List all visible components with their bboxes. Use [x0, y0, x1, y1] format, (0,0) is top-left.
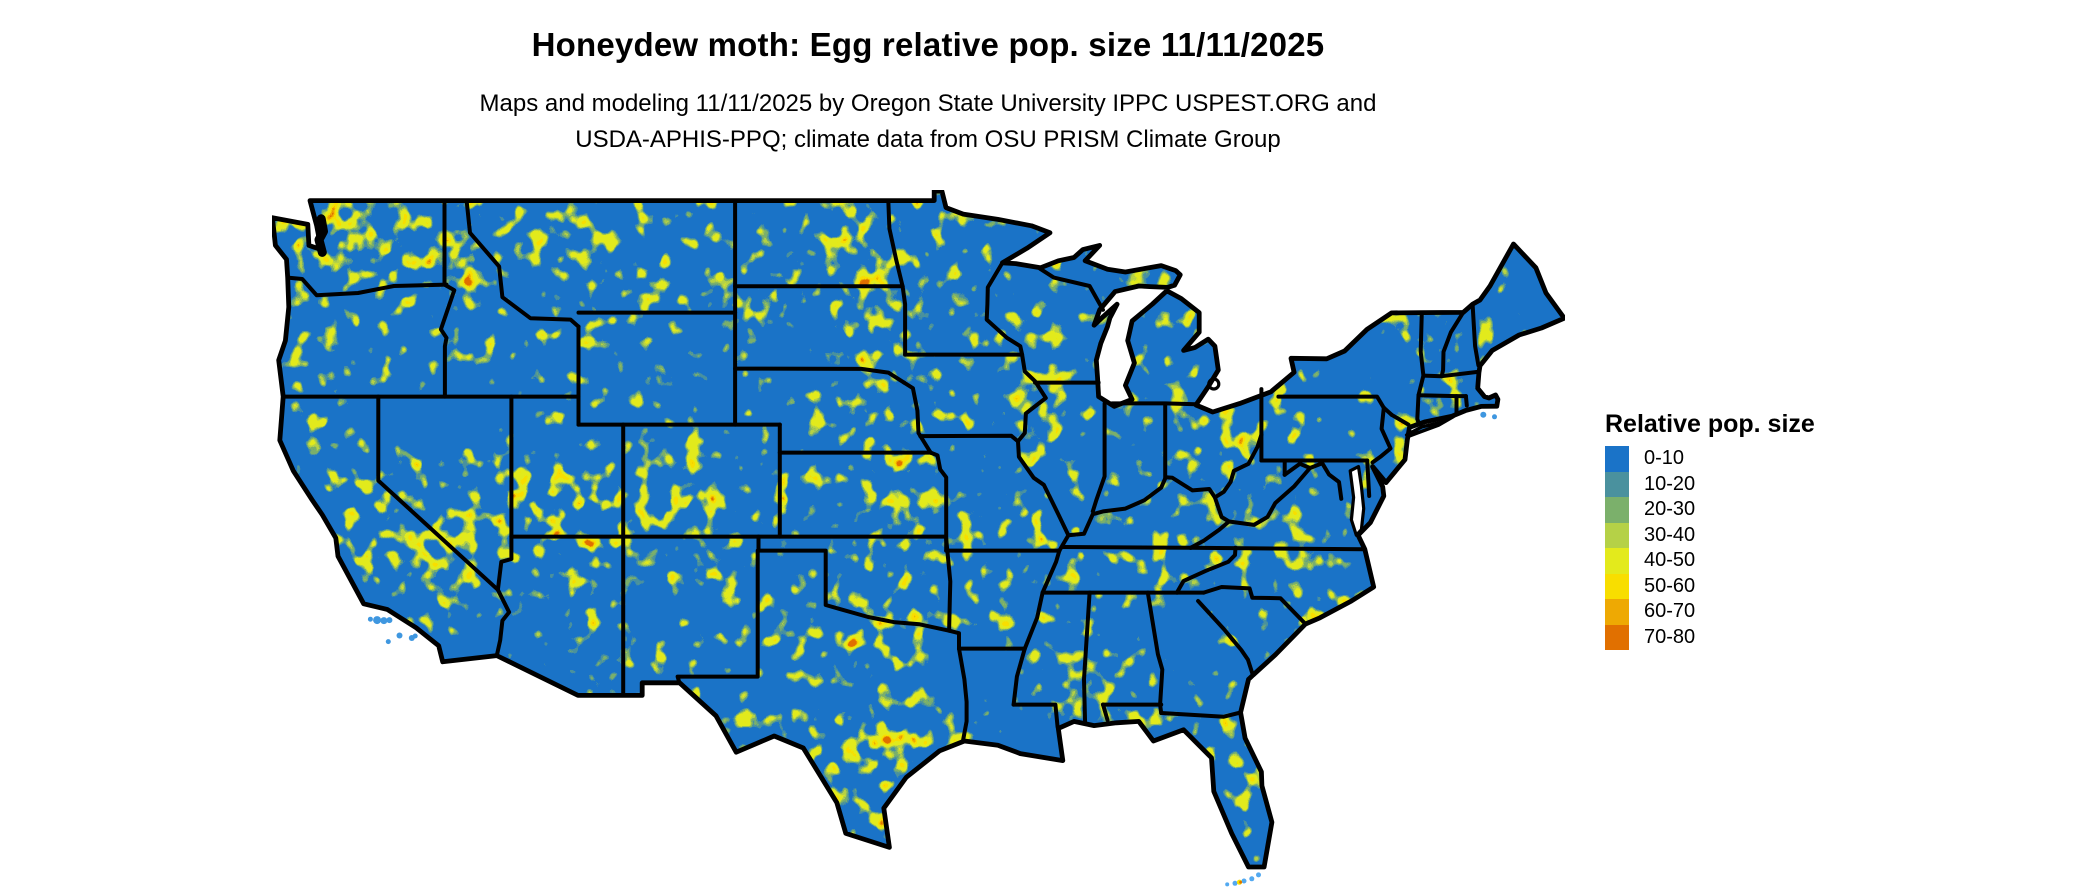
legend-swatch — [1605, 599, 1629, 625]
legend-swatch — [1605, 471, 1629, 497]
land-raster — [272, 190, 1565, 868]
legend-swatch — [1605, 573, 1629, 599]
page-title: Honeydew moth: Egg relative pop. size 11… — [531, 26, 1325, 63]
state-borders — [281, 198, 1481, 742]
legend-swatch — [1605, 497, 1629, 523]
legend-label: 50-60 — [1644, 574, 1696, 597]
legend-item-40-50: 40-50 — [1605, 548, 1845, 574]
legend-item-70-80: 70-80 — [1605, 624, 1845, 650]
water-overlays — [1207, 377, 1366, 537]
legend-swatch — [1605, 446, 1629, 472]
legend-swatch — [1605, 624, 1629, 650]
legend-item-0-10: 0-10 — [1605, 446, 1845, 472]
legend-item-20-30: 20-30 — [1605, 497, 1845, 523]
legend-label: 40-50 — [1644, 549, 1696, 571]
legend-label: 60-70 — [1644, 600, 1696, 622]
subtitle-line-1: Maps and modeling 11/11/2025 by Oregon S… — [479, 90, 1377, 117]
us-map-svg — [272, 190, 1565, 887]
legend-label: 30-40 — [1644, 523, 1696, 546]
legend-swatch — [1605, 548, 1629, 574]
keys-hotspot-core — [1239, 880, 1242, 884]
us-population-map — [272, 190, 1565, 888]
offshore-islands — [367, 411, 1497, 887]
subtitle-line-2: USDA-APHIS-PPQ; climate data from OSU PR… — [575, 126, 1281, 153]
legend-item-50-60: 50-60 — [1605, 573, 1845, 599]
legend-label: 10-20 — [1644, 472, 1696, 495]
long-island — [1404, 415, 1455, 439]
puget-sound — [314, 214, 328, 257]
legend-label: 70-80 — [1644, 625, 1696, 648]
conus-outline — [272, 190, 1565, 870]
figure-subtitle: Maps and modeling 11/11/2025 by Oregon S… — [0, 86, 1856, 158]
legend-swatch — [1605, 522, 1629, 548]
legend: Relative pop. size 0-10 10-20 20-30 30-40 40… — [1605, 411, 1845, 650]
legend-label: 20-30 — [1644, 498, 1696, 520]
legend-item-10-20: 10-20 — [1605, 471, 1845, 497]
legend-title: Relative pop. size — [1605, 410, 1815, 438]
chesapeake-bay — [1348, 465, 1366, 537]
legend-item-60-70: 60-70 — [1605, 599, 1845, 625]
legend-label: 0-10 — [1644, 447, 1685, 469]
legend-rows: 0-10 10-20 20-30 30-40 40-50 50-60 60-70 70-80 — [1605, 446, 1845, 650]
legend-item-30-40: 30-40 — [1605, 522, 1845, 548]
